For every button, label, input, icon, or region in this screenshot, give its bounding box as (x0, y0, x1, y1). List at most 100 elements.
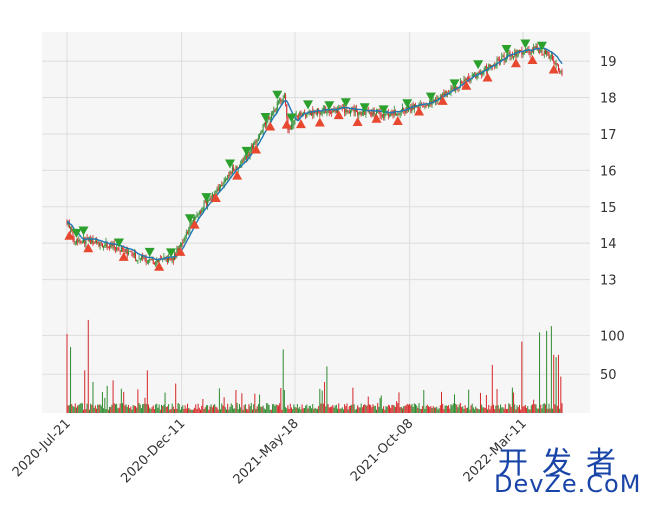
candle-body (464, 79, 466, 81)
candle (557, 64, 559, 72)
candle-body (319, 111, 321, 115)
candle-body (459, 81, 461, 87)
volume-bar (495, 405, 497, 413)
candle-body (547, 51, 549, 54)
candle-body (422, 105, 424, 107)
candle-body (236, 166, 238, 169)
candle-body (440, 96, 442, 98)
candle (334, 107, 336, 114)
volume-bar (109, 406, 111, 413)
volume-panel-background (42, 316, 590, 413)
candle (488, 63, 490, 71)
volume-bar (315, 408, 317, 413)
candle-body (292, 124, 294, 126)
volume-bar (179, 409, 181, 413)
volume-bar (372, 404, 374, 413)
price-tick-label: 13 (600, 274, 617, 289)
sell-signal-marker (83, 243, 94, 253)
volume-bar (119, 403, 121, 413)
candle (119, 250, 121, 255)
candle-body (207, 200, 209, 206)
candle-body (222, 185, 224, 186)
volume-bar (294, 406, 296, 413)
candle-body (298, 115, 300, 117)
volume-bar (318, 406, 320, 413)
volume-bar (449, 408, 451, 413)
candle (92, 234, 94, 247)
volume-bar (392, 404, 394, 413)
candle (256, 138, 258, 145)
buy-signal-marker (501, 45, 512, 55)
volume-bar (337, 408, 339, 413)
volume-bar (272, 404, 274, 413)
volume-bar (319, 388, 321, 413)
candle (413, 103, 415, 113)
volume-bar (379, 398, 381, 413)
volume-bar (453, 394, 455, 413)
volume-bar (242, 409, 244, 413)
candle-body (234, 169, 236, 171)
candle (485, 63, 487, 75)
volume-bar (378, 406, 380, 413)
volume-bar (320, 403, 322, 413)
candle (392, 110, 394, 119)
volume-bar (487, 409, 489, 413)
candle-body (283, 94, 285, 98)
candle-body (333, 109, 335, 112)
candle (404, 109, 406, 117)
volume-bar (393, 405, 395, 413)
volume-bar (308, 406, 310, 413)
sell-signal-marker (333, 110, 344, 120)
volume-bar (246, 408, 248, 413)
candle (321, 107, 323, 117)
volume-bar (283, 389, 285, 413)
candle-body (83, 238, 85, 243)
candle-body (201, 210, 203, 213)
volume-bars (66, 319, 563, 413)
volume-bar (302, 408, 304, 413)
volume-bar (345, 406, 347, 413)
candle-body (342, 107, 344, 109)
volume-bar (182, 405, 184, 413)
candle-body (199, 212, 201, 213)
candle-body (225, 178, 227, 180)
candle-body (223, 181, 225, 185)
volume-bar (536, 408, 538, 413)
volume-bar (142, 404, 144, 413)
buy-signal-marker (241, 146, 252, 156)
candle (372, 107, 374, 117)
candle-body (423, 105, 425, 107)
candle-body (293, 120, 295, 125)
volume-bar (277, 405, 279, 413)
candle (177, 246, 179, 253)
x-tick-label: 2020-Jul-21 (10, 416, 74, 480)
candle (231, 164, 233, 175)
volume-bar (456, 404, 458, 413)
volume-bar (140, 408, 142, 413)
candle-body (188, 230, 190, 232)
candle-body (158, 259, 160, 263)
candle-body (209, 197, 211, 201)
candle-body (537, 50, 539, 52)
candle-body (126, 248, 128, 256)
candle-body (394, 110, 396, 115)
candle-body (335, 110, 337, 113)
volume-bar (560, 376, 562, 413)
candle (560, 70, 562, 75)
price-tick-label: 15 (600, 201, 617, 216)
volume-bar (168, 404, 170, 413)
volume-bar (490, 405, 492, 413)
candle-body (466, 77, 468, 79)
candle (129, 250, 131, 252)
candle-body (85, 238, 87, 245)
candle-body (478, 71, 480, 73)
candle-body (550, 54, 552, 56)
volume-bar (177, 403, 179, 413)
volume-bar (189, 408, 191, 413)
volume-bar (292, 409, 294, 413)
volume-bar (476, 408, 478, 413)
volume-bar (398, 392, 400, 413)
volume-bar (488, 404, 490, 413)
candle (502, 54, 504, 57)
